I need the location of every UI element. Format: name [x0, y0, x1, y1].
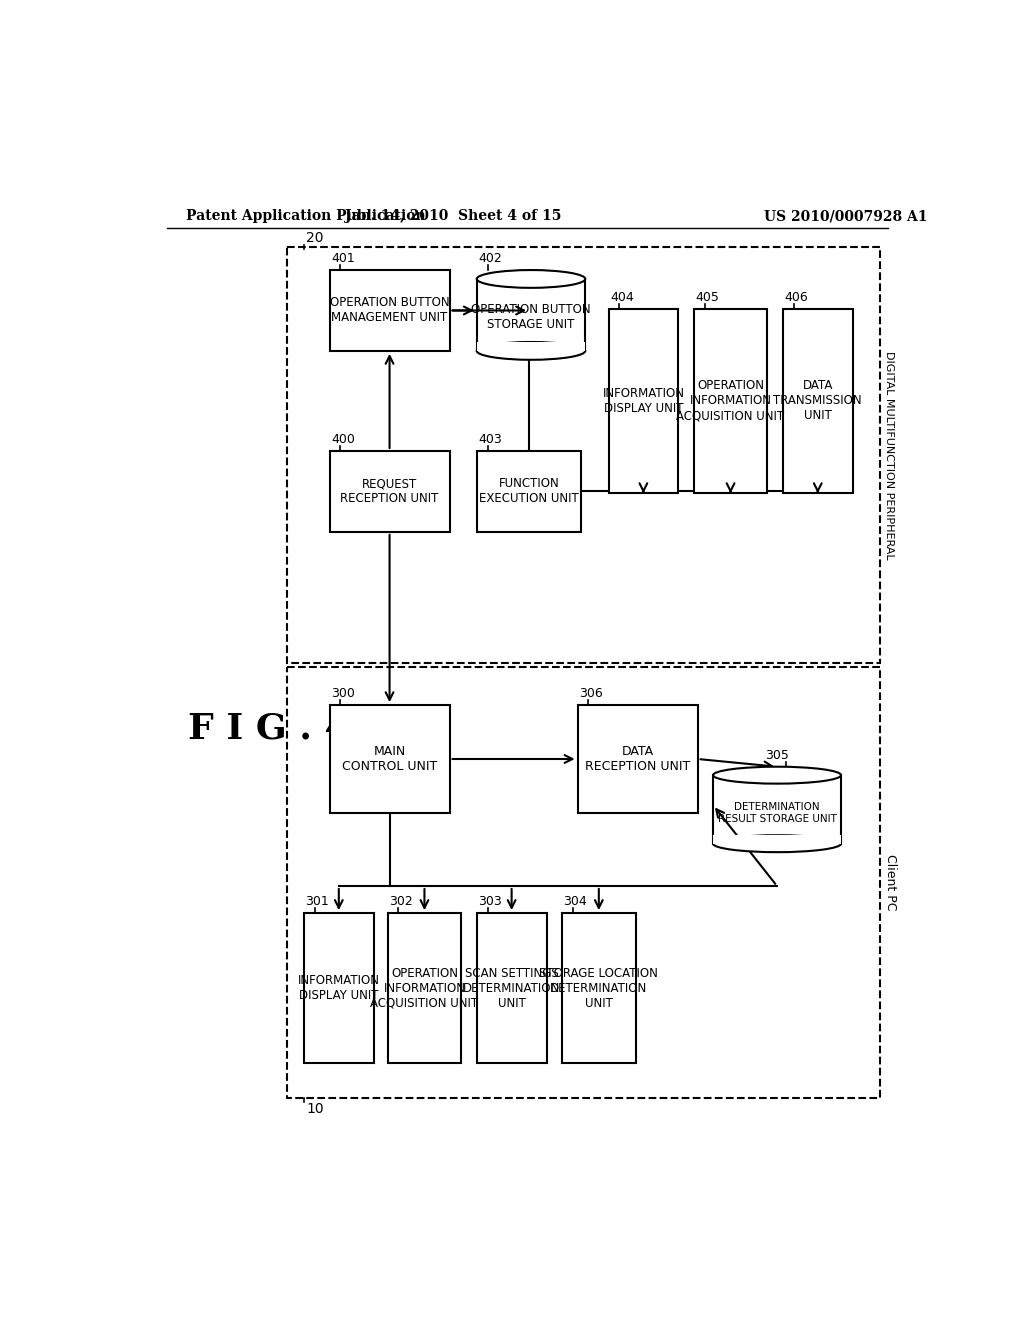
Bar: [477, 279, 586, 351]
Text: 400: 400: [331, 433, 355, 446]
Bar: [477, 342, 586, 351]
Text: DATA
RECEPTION UNIT: DATA RECEPTION UNIT: [585, 744, 690, 774]
Text: FUNCTION
EXECUTION UNIT: FUNCTION EXECUTION UNIT: [479, 478, 579, 506]
Bar: [693, 309, 767, 494]
Text: 304: 304: [563, 895, 588, 908]
Text: 402: 402: [478, 252, 502, 265]
Text: 306: 306: [579, 688, 603, 701]
Bar: [713, 836, 841, 843]
Text: INFORMATION
DISPLAY UNIT: INFORMATION DISPLAY UNIT: [602, 387, 684, 414]
Text: Patent Application Publication: Patent Application Publication: [186, 209, 426, 223]
Text: OPERATION
INFORMATION
ACQUISITION UNIT: OPERATION INFORMATION ACQUISITION UNIT: [371, 966, 478, 1010]
Text: 406: 406: [784, 290, 808, 304]
Bar: [713, 775, 841, 843]
Bar: [330, 705, 450, 813]
Bar: [330, 271, 450, 351]
Text: OPERATION
INFORMATION
ACQUISITION UNIT: OPERATION INFORMATION ACQUISITION UNIT: [677, 379, 784, 422]
Bar: [477, 913, 547, 1063]
Text: DETERMINATION
RESULT STORAGE UNIT: DETERMINATION RESULT STORAGE UNIT: [718, 803, 837, 824]
Text: 401: 401: [331, 252, 354, 265]
Text: 403: 403: [478, 433, 502, 446]
Text: Client PC: Client PC: [884, 854, 897, 911]
Text: 404: 404: [610, 290, 634, 304]
Bar: [330, 451, 450, 532]
Bar: [477, 451, 582, 532]
Bar: [562, 913, 636, 1063]
Text: 10: 10: [306, 1102, 324, 1117]
Bar: [608, 309, 678, 494]
Text: OPERATION BUTTON
MANAGEMENT UNIT: OPERATION BUTTON MANAGEMENT UNIT: [330, 297, 450, 325]
Ellipse shape: [713, 836, 841, 853]
Bar: [287, 247, 880, 663]
Text: 20: 20: [306, 231, 324, 244]
Text: 300: 300: [331, 688, 355, 701]
Bar: [783, 309, 853, 494]
Text: INFORMATION
DISPLAY UNIT: INFORMATION DISPLAY UNIT: [298, 974, 380, 1002]
Text: DIGITAL MULTIFUNCTION PERIPHERAL: DIGITAL MULTIFUNCTION PERIPHERAL: [884, 351, 894, 560]
Text: SCAN SETTINGS
DETERMINATION
UNIT: SCAN SETTINGS DETERMINATION UNIT: [463, 966, 560, 1010]
Text: Jan. 14, 2010  Sheet 4 of 15: Jan. 14, 2010 Sheet 4 of 15: [345, 209, 562, 223]
Ellipse shape: [477, 271, 586, 288]
Text: F I G . 4: F I G . 4: [188, 711, 350, 746]
Bar: [578, 705, 697, 813]
Bar: [388, 913, 461, 1063]
Bar: [304, 913, 374, 1063]
Text: 302: 302: [389, 895, 413, 908]
Ellipse shape: [477, 342, 586, 360]
Text: OPERATION BUTTON
STORAGE UNIT: OPERATION BUTTON STORAGE UNIT: [471, 304, 591, 331]
Text: MAIN
CONTROL UNIT: MAIN CONTROL UNIT: [342, 744, 437, 774]
Ellipse shape: [713, 767, 841, 784]
Text: 303: 303: [478, 895, 502, 908]
Text: 305: 305: [765, 748, 790, 762]
Text: DATA
TRANSMISSION
UNIT: DATA TRANSMISSION UNIT: [773, 379, 862, 422]
Text: STORAGE LOCATION
DETERMINATION
UNIT: STORAGE LOCATION DETERMINATION UNIT: [540, 966, 658, 1010]
Bar: [287, 667, 880, 1098]
Text: 405: 405: [695, 290, 719, 304]
Text: US 2010/0007928 A1: US 2010/0007928 A1: [764, 209, 927, 223]
Text: REQUEST
RECEPTION UNIT: REQUEST RECEPTION UNIT: [340, 478, 438, 506]
Text: 301: 301: [305, 895, 330, 908]
